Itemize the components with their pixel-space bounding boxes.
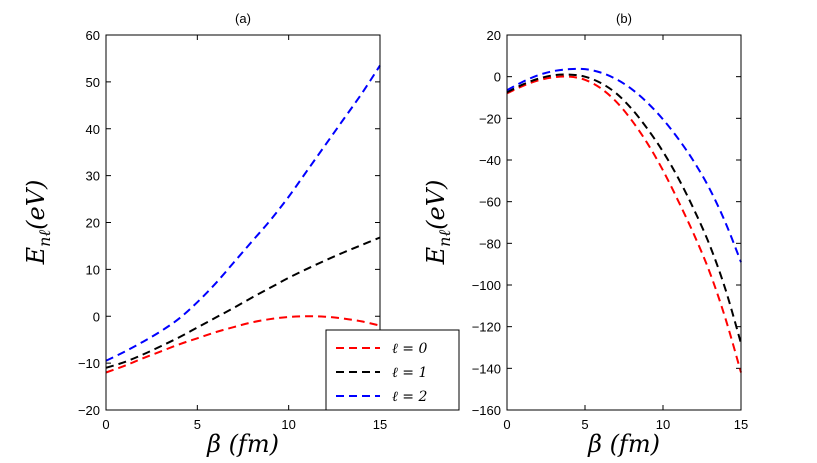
panel-a-ytick-label: 50 — [86, 75, 100, 90]
panel-a-xtick-label: 10 — [281, 417, 295, 432]
panel-b-ytick-label: −40 — [479, 153, 501, 168]
panel-b-xlabel: β (fm) — [587, 430, 660, 458]
panel-a-ytick-label: −20 — [78, 403, 100, 418]
panel-b: (b) Enℓ(eV) β (fm) 0 5 10 15 −160 −140 −120 −10… — [422, 11, 748, 458]
panel-a-xlabel: β (fm) — [206, 430, 279, 458]
panel-a-ytick-label: 10 — [86, 262, 100, 277]
svg-text:β (fm): β (fm) — [587, 430, 660, 458]
panel-a-xtick-label: 15 — [373, 417, 387, 432]
panel-a-ytick-label: 0 — [93, 309, 100, 324]
panel-b-xtick-label: 0 — [503, 417, 510, 432]
legend: ℓ = 0 ℓ = 1 ℓ = 2 — [325, 329, 460, 411]
panel-a-ytick-label: 60 — [86, 28, 100, 43]
svg-text:β (fm): β (fm) — [206, 430, 279, 458]
panel-a-axes-frame — [105, 34, 381, 411]
panel-b-ytick-label: −20 — [479, 111, 501, 126]
panel-a-series-l2 — [105, 64, 381, 362]
panel-b-series-l0 — [506, 75, 742, 373]
panel-b-xtick-label: 10 — [656, 417, 670, 432]
panel-b-series-l2 — [506, 67, 742, 263]
panel-b-ytick-label: −140 — [472, 361, 501, 376]
panel-b-ytick-label: −100 — [472, 278, 501, 293]
panel-b-ytick-label: −160 — [472, 403, 501, 418]
panel-a-xtick-label: 0 — [102, 417, 109, 432]
panel-a: (a) Enℓ(eV) β (fm) 0 5 10 15 −20 −10 0 10 20 30 40… — [22, 11, 387, 458]
panel-b-ytick-label: −80 — [479, 236, 501, 251]
panel-b-axes-frame — [506, 34, 742, 411]
panel-a-series-l1 — [105, 236, 381, 369]
panel-a-title: (a) — [235, 11, 251, 26]
panel-b-ytick-label: 20 — [487, 28, 501, 43]
legend-label-l2: ℓ = 2 — [392, 389, 427, 405]
panel-b-ylabel: Enℓ(eV) — [422, 180, 454, 266]
panel-b-ytick-label: 0 — [494, 70, 501, 85]
panel-b-xtick-label: 15 — [734, 417, 748, 432]
panel-a-ytick-label: −10 — [78, 356, 100, 371]
panel-a-ytick-label: 30 — [86, 169, 100, 184]
panel-b-series-l1 — [506, 73, 742, 344]
panel-b-ytick-label: −120 — [472, 320, 501, 335]
legend-box — [325, 329, 460, 411]
panel-a-ytick-label: 20 — [86, 216, 100, 231]
panel-a-ytick-label: 40 — [86, 122, 100, 137]
panel-a-ylabel: Enℓ(eV) — [22, 180, 54, 266]
svg-text:Enℓ(eV): Enℓ(eV) — [422, 180, 454, 266]
panel-a-xtick-label: 5 — [194, 417, 201, 432]
svg-text:Enℓ(eV): Enℓ(eV) — [22, 180, 54, 266]
panel-a-series-l0 — [105, 315, 381, 374]
legend-label-l0: ℓ = 0 — [392, 341, 427, 357]
panel-b-ytick-label: −60 — [479, 195, 501, 210]
panel-b-title: (b) — [616, 11, 632, 26]
legend-label-l1: ℓ = 1 — [392, 365, 427, 381]
panel-b-xtick-label: 5 — [581, 417, 588, 432]
